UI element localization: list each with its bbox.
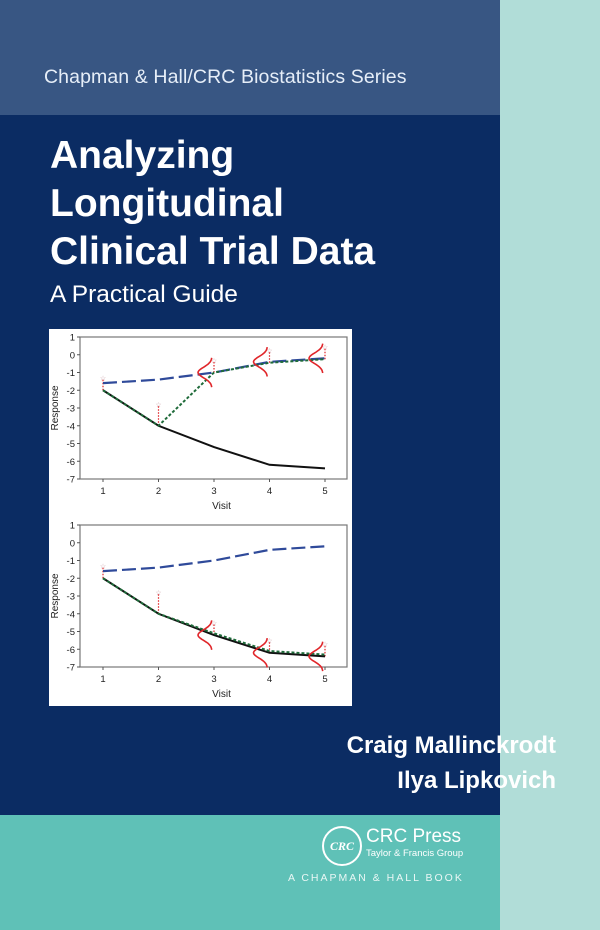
y-axis-label: Response: [50, 573, 61, 618]
star-marker-icon: ☆: [322, 344, 328, 352]
star-marker-icon: ☆: [211, 619, 217, 627]
y-tick-label: -5: [67, 627, 75, 638]
book-title: Analyzing Longitudinal Clinical Trial Da…: [50, 132, 375, 276]
title-line: Clinical Trial Data: [50, 230, 376, 273]
publisher-band: [0, 815, 500, 930]
x-tick-label: 5: [322, 486, 327, 497]
author-name: Ilya Lipkovich: [397, 767, 556, 794]
density-curve: [252, 637, 268, 668]
y-tick-label: 0: [70, 350, 75, 361]
x-tick-label: 1: [100, 486, 105, 497]
density-curve: [308, 343, 324, 374]
star-marker-icon: ☆: [322, 641, 328, 649]
x-tick-label: 2: [156, 486, 161, 497]
y-tick-label: -7: [67, 475, 75, 486]
series-title: Chapman & Hall/CRC Biostatistics Series: [44, 66, 407, 88]
star-marker-icon: ☆: [100, 563, 106, 571]
x-tick-label: 5: [322, 674, 327, 685]
x-tick-label: 4: [267, 486, 272, 497]
density-curve: [197, 357, 213, 388]
star-marker-icon: ☆: [100, 375, 106, 383]
y-tick-label: -5: [67, 439, 75, 450]
density-curve: [197, 620, 213, 650]
book-subtitle: A Practical Guide: [50, 281, 238, 308]
x-tick-label: 3: [211, 674, 216, 685]
y-tick-label: -7: [67, 663, 75, 674]
series-line-green: [102, 358, 326, 428]
x-axis-label: Visit: [212, 501, 231, 512]
cover-charts: 1 0 -1 -2 -3 -4 -5 -6 -7 1 2 3 4 5 Visit Response ☆ ☆ ☆ ☆ ☆ 1…: [50, 333, 348, 700]
title-line: Analyzing: [50, 134, 235, 177]
series-line-black: [102, 389, 326, 470]
title-line: Longitudinal: [50, 182, 284, 225]
cover-figure: 1 0 -1 -2 -3 -4 -5 -6 -7 1 2 3 4 5 Visit Response ☆ ☆ ☆ ☆ ☆ 1…: [49, 329, 352, 706]
y-tick-label: -6: [67, 457, 75, 468]
imprint-label: A CHAPMAN & HALL BOOK: [288, 872, 464, 884]
y-tick-label: -4: [67, 421, 75, 432]
y-tick-label: 1: [70, 521, 75, 532]
y-axis-label: Response: [50, 385, 61, 430]
crc-logo-icon: CRC: [322, 826, 362, 866]
publisher-group: Taylor & Francis Group: [366, 848, 464, 859]
x-tick-label: 1: [100, 674, 105, 685]
y-tick-label: -2: [67, 386, 75, 397]
x-tick-label: 3: [211, 486, 216, 497]
y-tick-label: 1: [70, 333, 75, 344]
y-tick-label: -1: [67, 556, 75, 567]
series-line-green: [102, 577, 326, 656]
series-line-black: [102, 577, 326, 658]
x-axis-label: Visit: [212, 689, 231, 700]
x-tick-label: 2: [156, 674, 161, 685]
density-curve: [252, 346, 268, 377]
star-marker-icon: ☆: [266, 637, 272, 645]
series-band: Chapman & Hall/CRC Biostatistics Series: [0, 0, 500, 115]
y-tick-label: -4: [67, 609, 75, 620]
star-marker-icon: ☆: [211, 357, 217, 365]
y-tick-label: -6: [67, 645, 75, 656]
density-curve: [308, 641, 324, 672]
authors: Craig Mallinckrodt Ilya Lipkovich: [347, 728, 556, 798]
right-edge-strip: [500, 0, 600, 930]
series-line-blue: [102, 545, 326, 573]
y-tick-label: -2: [67, 574, 75, 585]
y-tick-label: 0: [70, 538, 75, 549]
star-marker-icon: ☆: [155, 589, 161, 597]
y-tick-label: -1: [67, 368, 75, 379]
y-tick-label: -3: [67, 404, 75, 415]
publisher-name: CRC Press: [366, 826, 462, 847]
star-marker-icon: ☆: [155, 401, 161, 409]
star-marker-icon: ☆: [266, 347, 272, 355]
plot-frame: [79, 524, 348, 668]
y-tick-label: -3: [67, 592, 75, 603]
author-name: Craig Mallinckrodt: [346, 732, 556, 759]
x-tick-label: 4: [267, 674, 272, 685]
